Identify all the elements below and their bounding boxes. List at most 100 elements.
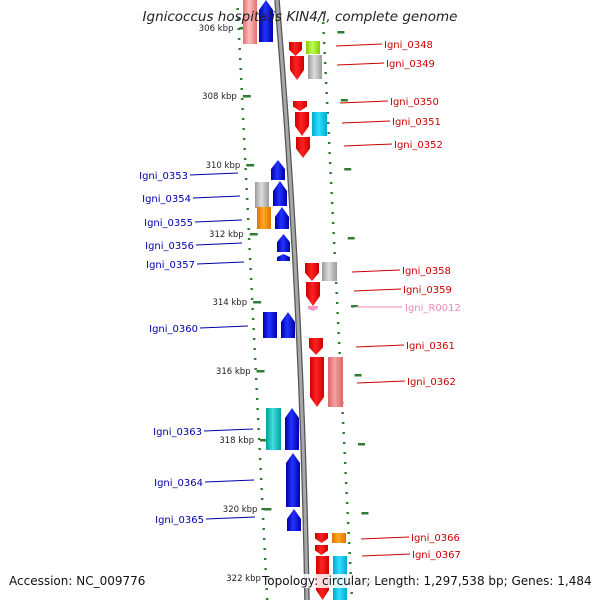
ring-dot-outer [334, 282, 338, 284]
gene-label: Igni_0360 [149, 324, 198, 335]
gene-label: Igni_0359 [403, 285, 452, 296]
ring-dot-inner [236, 8, 239, 10]
gene-arrow [257, 207, 271, 229]
label-leader-line [195, 242, 243, 246]
ring-dot-inner [263, 548, 266, 550]
ring-dot-inner [247, 228, 250, 230]
ring-dot-outer [347, 532, 350, 534]
ring-dot-outer [324, 72, 327, 74]
ring-dot-outer [350, 592, 353, 594]
label-leader-line [205, 516, 256, 520]
ring-dot-outer [337, 342, 341, 344]
ring-dot-outer [323, 52, 326, 54]
ring-dot-outer [322, 42, 326, 44]
label-leader-line [353, 288, 402, 292]
ring-dot-outer [327, 142, 331, 144]
gene-arrow [243, 0, 257, 44]
ring-dot-inner [256, 408, 259, 410]
gene-label: Igni_0352 [394, 140, 443, 151]
ring-dot-inner [256, 418, 260, 420]
gene-arrow [289, 42, 302, 56]
ring-dot-outer [326, 112, 329, 114]
ring-dot-inner [249, 278, 253, 280]
ring-dot-inner [257, 428, 260, 430]
ring-dot-inner [253, 348, 256, 350]
ring-dot-inner [265, 598, 269, 600]
genes-layer [243, 0, 347, 600]
gene-label: Igni_0356 [145, 241, 194, 252]
ring-dot-outer [342, 432, 345, 434]
ring-dot-inner [237, 28, 240, 30]
tick-label: 316 kbp [216, 367, 251, 377]
ring-dot-inner [262, 528, 265, 530]
gene-label: Igni_0353 [139, 171, 188, 182]
tick-mark-outer [361, 512, 369, 515]
tick-mark-outer [358, 443, 365, 446]
ring-dot-outer [322, 32, 325, 34]
gene-arrow [306, 282, 320, 306]
ring-dot-inner [259, 478, 263, 480]
ring-dot-inner [244, 168, 247, 170]
gene-label: Igni_0355 [144, 218, 193, 229]
ring-dot-inner [259, 468, 262, 470]
ring-dot-outer [337, 332, 340, 334]
label-leader-line [189, 172, 239, 176]
ring-dot-inner [246, 218, 250, 220]
label-leader-line [203, 428, 254, 432]
ring-dot-inner [265, 588, 268, 590]
ring-dot-inner [238, 58, 242, 60]
ring-dot-inner [244, 178, 248, 180]
ring-dot-inner [242, 138, 246, 140]
ring-dot-outer [324, 82, 328, 84]
ring-dot-outer [349, 572, 352, 574]
ring-dot-inner [263, 558, 267, 560]
ring-dot-inner [258, 458, 262, 460]
label-leader-line [194, 219, 243, 223]
gene-arrow [275, 207, 289, 229]
tick-mark-inner [256, 370, 265, 373]
ring-dot-outer [332, 232, 335, 234]
ring-dot-outer [328, 162, 332, 164]
ring-dot-outer [336, 322, 340, 324]
ring-dot-inner [261, 518, 265, 520]
label-leader-line [360, 536, 410, 540]
label-leader-line [356, 380, 406, 384]
ring-dot-inner [239, 78, 243, 80]
tick-mark-inner [263, 508, 272, 511]
ring-dot-inner [253, 358, 257, 360]
tick-label: 312 kbp [209, 230, 244, 240]
ring-dot-inner [252, 328, 255, 330]
ring-dot-outer [321, 12, 324, 14]
ring-dot-outer [325, 92, 328, 94]
tick-label: 306 kbp [199, 24, 234, 34]
ring-dot-outer [336, 312, 339, 314]
ring-dot-outer [344, 482, 348, 484]
gene-labels-layer: Igni_0348 Igni_0349 Igni_0350 Igni_0351 Igni… [139, 40, 461, 561]
genome-backbone-highlight [275, 0, 309, 600]
ring-dot-inner [252, 338, 256, 340]
ring-dot-outer [323, 62, 327, 64]
tick-mark-outer [340, 99, 348, 102]
ring-dot-inner [245, 188, 248, 190]
gene-arrow [312, 112, 327, 136]
gene-arrow [266, 408, 281, 450]
label-leader-line [199, 325, 249, 329]
gene-label: Igni_R0012 [405, 303, 461, 314]
map-title: Ignicoccus hospitalis KIN4/I, complete g… [142, 9, 458, 25]
ring-dot-inner [240, 98, 244, 100]
ring-dot-outer [329, 172, 332, 174]
ring-dot-outer [330, 202, 334, 204]
gene-arrow [259, 0, 273, 42]
ring-dot-outer [331, 212, 334, 214]
tick-mark-inner [246, 164, 255, 167]
ring-dot-outer [321, 22, 325, 24]
gene-label: Igni_0354 [142, 194, 191, 205]
ring-dot-outer [345, 492, 348, 494]
ring-dot-outer [343, 462, 347, 464]
tick-mark-outer [337, 31, 345, 34]
ring-dot-inner [261, 508, 264, 510]
ring-dot-outer [346, 522, 350, 524]
gene-arrow [290, 56, 304, 80]
ring-dot-outer [332, 242, 336, 244]
